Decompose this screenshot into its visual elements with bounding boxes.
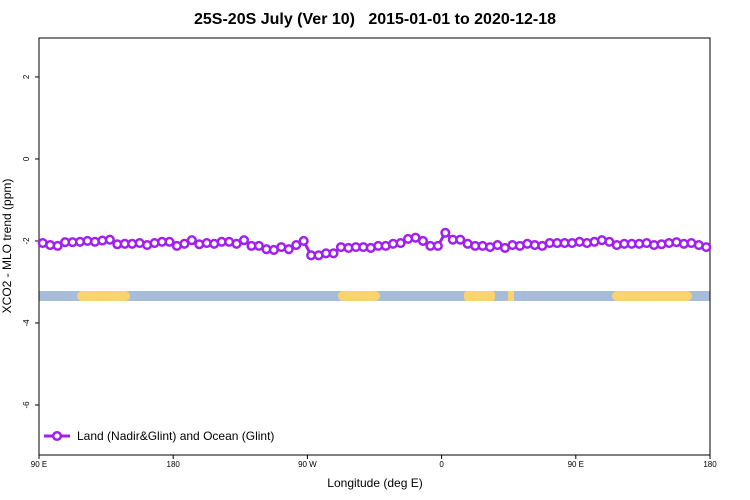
x-tick-label: 90 E <box>568 460 584 469</box>
land-band <box>77 291 130 301</box>
data-point <box>283 244 294 255</box>
y-tick-label: -4 <box>22 319 31 327</box>
x-tick-label: 180 <box>167 460 181 469</box>
y-axis-label: XCO2 - MLO trend (ppm) <box>0 179 14 314</box>
data-point <box>432 240 443 251</box>
data-point <box>701 242 712 253</box>
data-point <box>417 235 429 247</box>
x-tick-label: 180 <box>703 460 717 469</box>
land-band <box>464 291 495 301</box>
data-point <box>455 234 466 245</box>
x-tick-label: 90 W <box>298 460 317 469</box>
x-tick-label: 0 <box>439 460 444 469</box>
legend-label: Land (Nadir&Glint) and Ocean (Glint) <box>77 429 274 443</box>
data-point <box>186 235 197 246</box>
data-point <box>238 235 250 246</box>
data-point <box>164 236 175 247</box>
data-point <box>104 234 115 245</box>
land-band <box>612 291 692 301</box>
y-tick-label: -2 <box>22 237 31 245</box>
data-point <box>291 240 302 251</box>
x-axis-label: Longitude (deg E) <box>327 476 422 490</box>
data-point <box>52 240 63 251</box>
data-point <box>298 235 309 247</box>
data-point <box>179 238 190 249</box>
data-point <box>440 227 451 238</box>
land-band <box>508 291 514 301</box>
data-point <box>395 237 406 249</box>
land-band <box>338 291 380 301</box>
y-tick-label: 2 <box>22 74 31 79</box>
legend-marker <box>51 430 63 442</box>
y-tick-label: -6 <box>22 401 31 409</box>
data-point <box>328 248 339 259</box>
surface-band <box>39 291 710 301</box>
y-tick-label: 0 <box>22 156 31 161</box>
chart-title: 25S-20S July (Ver 10) 2015-01-01 to 2020… <box>194 11 556 28</box>
x-tick-label: 90 E <box>31 460 47 469</box>
data-point <box>231 238 242 249</box>
